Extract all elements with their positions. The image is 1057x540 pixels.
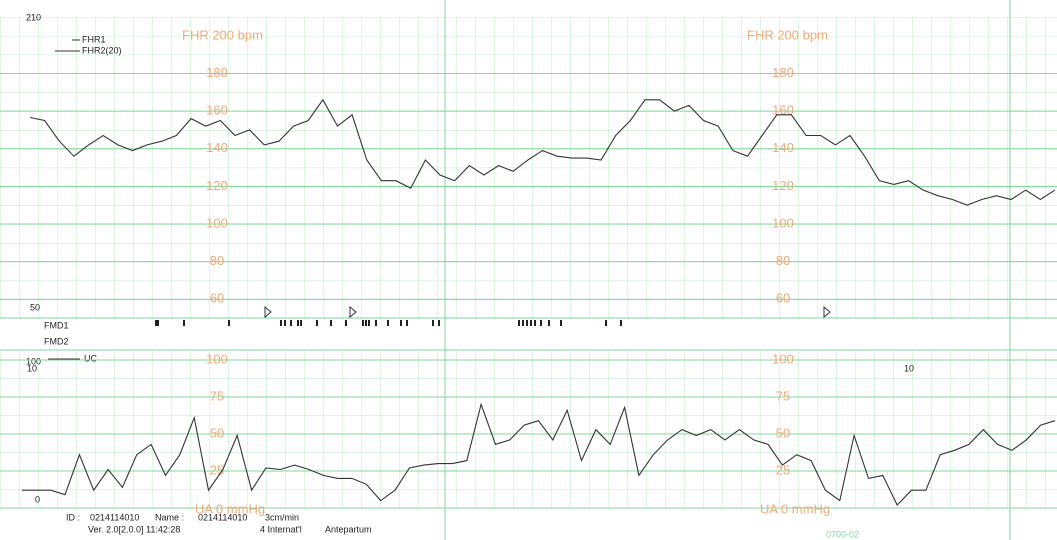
fmd-event (387, 320, 389, 326)
fhr-label: FHR 200 bpm (747, 27, 828, 42)
fmd-event (157, 320, 159, 326)
y-tick-label: 100 (206, 351, 228, 366)
axis-min: 50 (30, 302, 40, 312)
marker (264, 305, 272, 319)
fmd-event (522, 320, 524, 326)
fmd-event (438, 320, 440, 326)
footer-text: 0214114010 (198, 512, 247, 522)
fmd-event (183, 320, 185, 326)
fmd-event (518, 320, 520, 326)
fmd-label: FMD1 (44, 320, 69, 330)
y-tick-label: 25 (776, 462, 790, 477)
uc-label: UA 0 mmHg (760, 501, 830, 516)
trace (29, 98, 1056, 206)
fmd-event (540, 320, 542, 326)
fmd-event (432, 320, 434, 326)
fmd-event (300, 320, 302, 326)
y-tick-label: 100 (772, 215, 794, 230)
legend-entry: UC (84, 353, 97, 363)
paper-code: 0700-02 (826, 529, 859, 539)
y-tick-label: 120 (772, 178, 794, 193)
y-tick-label: 60 (210, 291, 224, 306)
trace (22, 402, 1056, 506)
fmd-event (620, 320, 622, 326)
y-tick-label: 100 (772, 351, 794, 366)
y-tick-label: 180 (772, 65, 794, 80)
fmd-event (228, 320, 230, 326)
fmd-event (155, 320, 157, 326)
legend-entry: FHR1 (82, 34, 106, 44)
fmd-event (316, 320, 318, 326)
fmd-event (368, 320, 370, 326)
footer-text: Name : (155, 512, 184, 522)
fmd-event (534, 320, 536, 326)
footer-text: 3cm/min (265, 512, 299, 522)
y-tick-label: 75 (210, 388, 224, 403)
fmd-event (362, 320, 364, 326)
footer-text: Ver. 2.0[2.0.0] 11:42:28 (88, 524, 180, 534)
legend-swatch (55, 39, 80, 52)
axis-min: 0 (35, 494, 40, 504)
footer-text: 4 Internat'l (260, 524, 302, 534)
y-tick-label: 80 (210, 253, 224, 268)
marker (823, 305, 831, 319)
footer-text: 0214114010 (90, 512, 139, 522)
footer-text: Antepartum (325, 524, 372, 534)
y-tick-label: 60 (776, 291, 790, 306)
fmd-event (560, 320, 562, 326)
fmd-event (526, 320, 528, 326)
y-tick-label: 140 (206, 140, 228, 155)
uc-paper (0, 350, 1057, 508)
fmd-event (297, 320, 299, 326)
uc-mark: 10 (904, 363, 914, 373)
fmd-event (605, 320, 607, 326)
y-tick-label: 120 (206, 178, 228, 193)
uc-mark: 10 (27, 363, 37, 373)
y-tick-label: 50 (210, 425, 224, 440)
marker (349, 305, 357, 319)
fmd-event (400, 320, 402, 326)
fmd-event (345, 320, 347, 326)
y-tick-label: 160 (206, 103, 228, 118)
legend-entry: FHR2(20) (82, 45, 122, 55)
y-tick-label: 140 (772, 140, 794, 155)
axis-max: 100 (26, 356, 41, 366)
y-tick-label: 160 (772, 103, 794, 118)
y-tick-label: 75 (776, 388, 790, 403)
fmd-event (375, 320, 377, 326)
y-tick-label: 180 (206, 65, 228, 80)
uc-label: UA 0 mmHg (195, 501, 265, 516)
fmd-event (284, 320, 286, 326)
axis-max: 210 (26, 12, 41, 22)
fmd-event (280, 320, 282, 326)
footer-text: ID : (66, 512, 80, 522)
y-tick-label: 50 (776, 425, 790, 440)
fmd-event (406, 320, 408, 326)
fmd-event (365, 320, 367, 326)
fmd-event (330, 320, 332, 326)
fhr-label: FHR 200 bpm (182, 27, 263, 42)
y-tick-label: 80 (776, 253, 790, 268)
fmd-label: FMD2 (44, 336, 69, 346)
fmd-event (548, 320, 550, 326)
fhr-paper (0, 17, 1057, 318)
markers (264, 305, 831, 319)
fmd-event (530, 320, 532, 326)
y-tick-label: 100 (206, 215, 228, 230)
fmd-event (290, 320, 292, 326)
